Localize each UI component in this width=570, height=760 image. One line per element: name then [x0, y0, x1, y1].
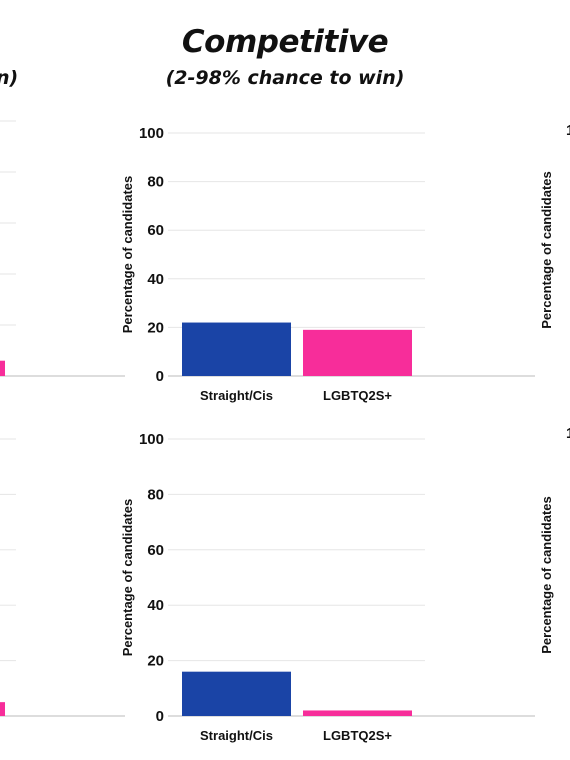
y-tick-label: 40: [147, 271, 164, 288]
chart-title: Competitive: [181, 24, 389, 60]
chart-subtitle: (2-98% chance to win): [165, 67, 405, 89]
bar-straight-cis: [182, 322, 291, 376]
y-tick-label: 100: [139, 431, 164, 448]
y-axis-label: Percentage of candidates: [120, 499, 135, 657]
y-axis-label: Percentage of candidates: [120, 176, 135, 334]
bar-straight-cis: [182, 671, 291, 716]
y-tick-label: 20: [147, 653, 164, 670]
right-panel-y-axis-label: Percentage of candidates: [539, 171, 554, 329]
right-panel-y-tick-label: 1: [566, 425, 570, 442]
x-tick-label: Straight/Cis: [200, 728, 273, 743]
y-tick-label: 0: [156, 368, 164, 385]
y-tick-label: 60: [147, 222, 164, 239]
right-panel-y-tick-label: 1: [566, 122, 570, 139]
y-tick-label: 100: [139, 125, 164, 142]
x-tick-label: LGBTQ2S+: [323, 388, 392, 403]
x-tick-label: Straight/Cis: [200, 388, 273, 403]
left-clipped-subtitle: n): [0, 67, 19, 89]
bar-lgbtq2s: [303, 710, 412, 716]
left-panel-lgbtq-bar: [0, 360, 5, 376]
x-tick-label: LGBTQ2S+: [323, 728, 392, 743]
y-tick-label: 20: [147, 319, 164, 336]
y-tick-label: 60: [147, 542, 164, 559]
y-tick-label: 40: [147, 597, 164, 614]
y-tick-label: 80: [147, 486, 164, 503]
right-panel-y-axis-label: Percentage of candidates: [539, 496, 554, 654]
bar-lgbtq2s: [303, 329, 412, 376]
left-panel-lgbtq-bar: [0, 702, 5, 716]
y-tick-label: 80: [147, 174, 164, 191]
y-tick-label: 0: [156, 708, 164, 725]
